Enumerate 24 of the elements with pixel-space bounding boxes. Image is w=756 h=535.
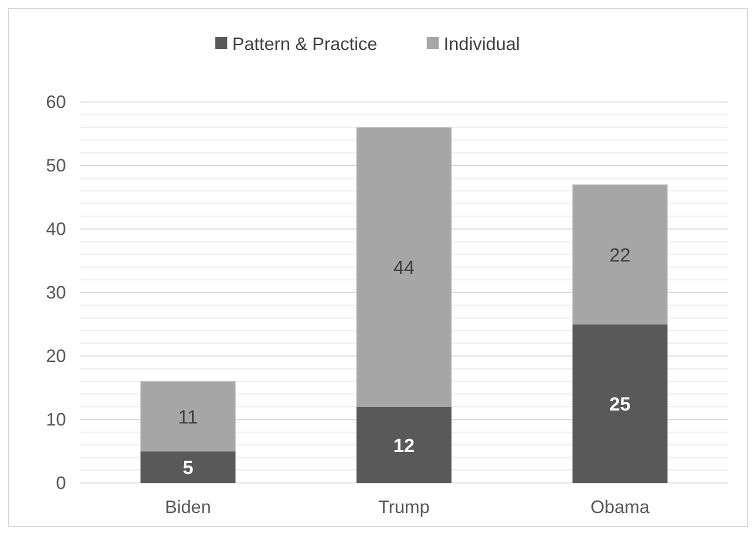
y-tick-label: 40	[46, 219, 66, 239]
data-label: 5	[182, 458, 194, 480]
bar	[356, 406, 452, 483]
legend-label: Individual	[444, 34, 520, 54]
bar	[140, 381, 236, 452]
data-label: 44	[393, 258, 415, 280]
bar	[572, 184, 668, 324]
data-label: 12	[393, 436, 415, 457]
y-tick-label: 50	[46, 156, 66, 176]
bar	[356, 127, 452, 407]
bar	[140, 451, 236, 483]
x-tick-label: Trump	[378, 497, 430, 517]
bar	[572, 324, 668, 483]
y-tick-label: 30	[46, 282, 66, 302]
y-tick-label: 0	[56, 473, 66, 493]
y-tick-label: 20	[46, 346, 66, 366]
legend-label: Pattern & Practice	[232, 34, 378, 54]
y-tick-label: 10	[46, 410, 66, 430]
data-label: 11	[178, 407, 198, 428]
y-tick-label: 60	[46, 92, 66, 112]
x-tick-label: Obama	[590, 497, 650, 517]
data-label: 25	[609, 394, 631, 416]
data-label: 22	[609, 245, 631, 266]
x-tick-label: Biden	[164, 497, 212, 517]
